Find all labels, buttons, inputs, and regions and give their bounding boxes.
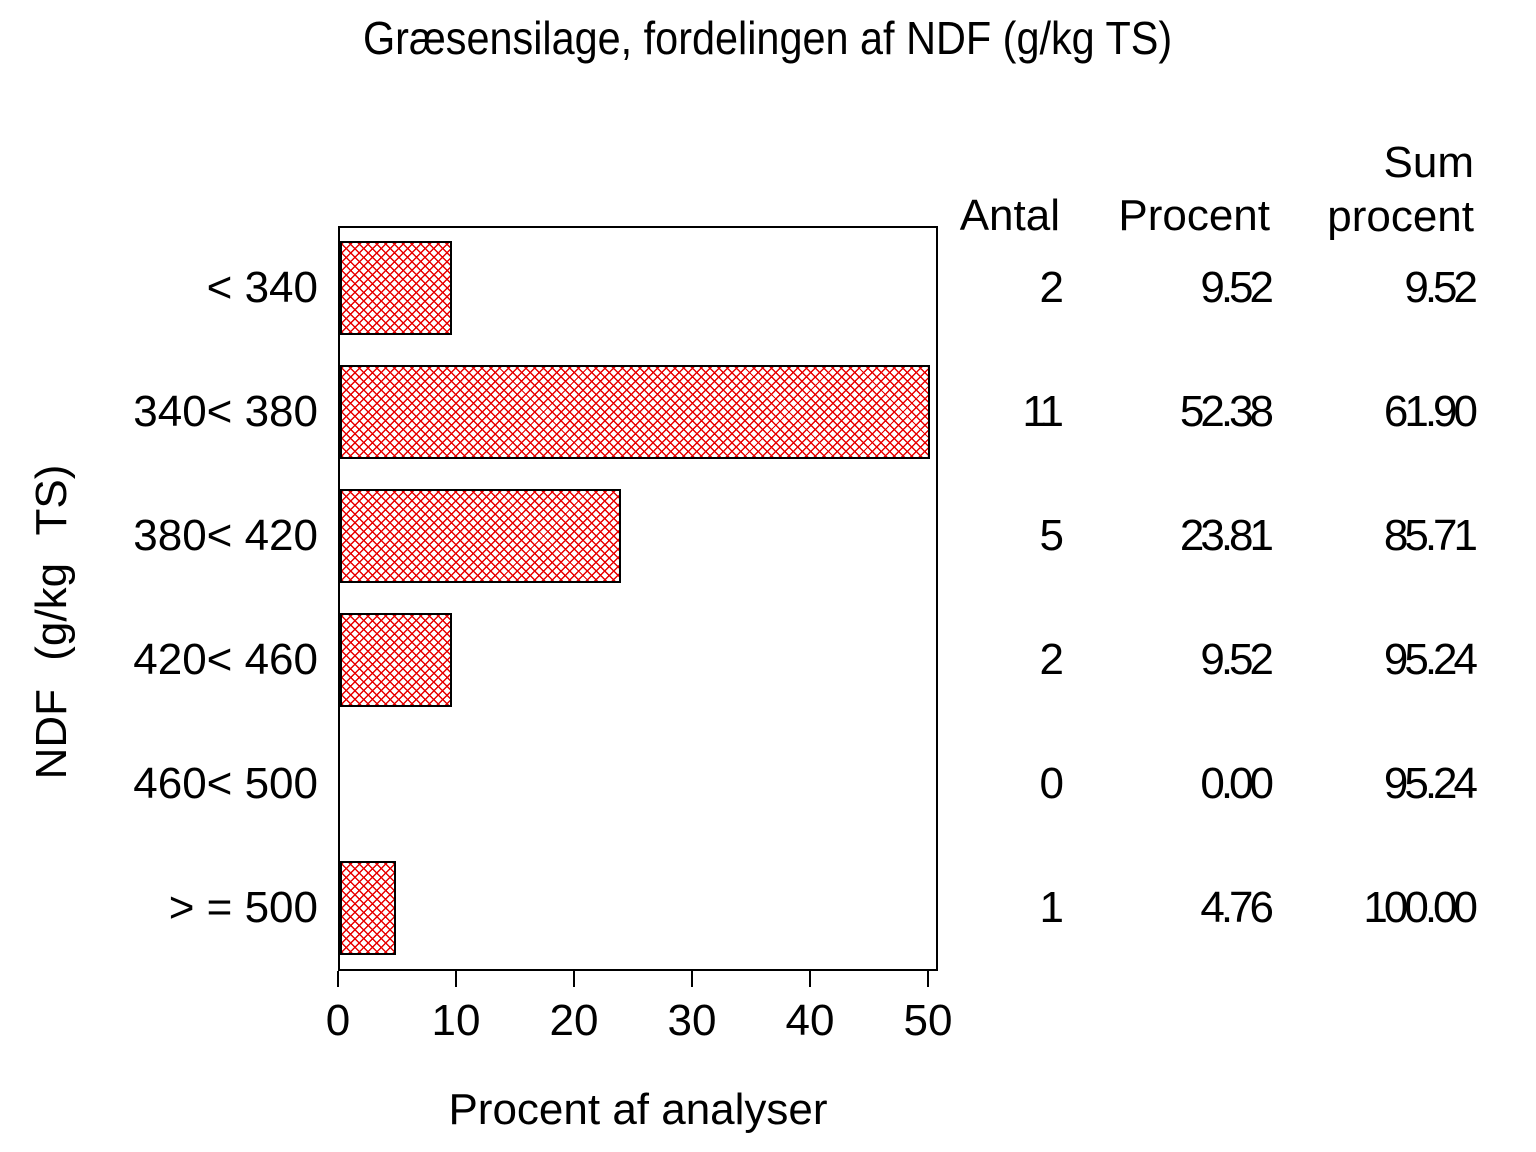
y-tick-label-4: 460< 500 (133, 759, 318, 808)
x-tick-5: 50 (868, 971, 988, 1047)
x-tick-0: 0 (278, 971, 398, 1047)
y-tick-label-2: 380< 420 (133, 511, 318, 560)
cell-procent-1: 52.38 (1179, 387, 1274, 436)
table-header-sum-line2: procent (1327, 192, 1474, 241)
tick-mark (691, 971, 693, 987)
cell-procent-2: 23.81 (1179, 511, 1274, 560)
bar-380-420 (340, 489, 621, 583)
cell-sum-5: 100.00 (1363, 883, 1478, 932)
tick-mark (573, 971, 575, 987)
cell-sum-3: 95.24 (1383, 635, 1478, 684)
cell-sum-2: 85.71 (1383, 511, 1478, 560)
x-tick-label: 40 (785, 996, 835, 1045)
cell-procent-3: 9.52 (1200, 635, 1274, 684)
x-tick-3: 30 (632, 971, 752, 1047)
y-tick-label-0: < 340 (206, 263, 318, 312)
bar-gte-500 (340, 861, 396, 955)
x-axis-title-text: Procent af analyser (448, 1085, 828, 1134)
cell-sum-1: 61.90 (1383, 387, 1478, 436)
plot-area (338, 226, 938, 971)
table-header-sum-procent: Sum procent (1254, 136, 1474, 244)
x-tick-label: 20 (549, 996, 599, 1045)
table-header-sum-line1: Sum (1383, 138, 1474, 187)
cell-antal-3: 2 (1039, 635, 1065, 684)
tick-mark (927, 971, 929, 987)
table-header-antal: Antal (959, 191, 1060, 240)
bar-420-460 (340, 613, 452, 707)
x-tick-2: 20 (514, 971, 634, 1047)
cell-antal-4: 0 (1039, 759, 1065, 808)
tick-mark (809, 971, 811, 987)
cell-antal-1: 11 (1022, 387, 1064, 436)
tick-mark (337, 971, 339, 987)
bar-lt-340 (340, 241, 452, 335)
cell-sum-4: 95.24 (1383, 759, 1478, 808)
x-tick-label: 30 (667, 996, 717, 1045)
bar-340-380 (340, 365, 930, 459)
y-tick-label-5: > = 500 (168, 883, 318, 932)
tick-mark (455, 971, 457, 987)
cell-antal-5: 1 (1039, 883, 1065, 932)
table-header-procent: Procent (1118, 191, 1270, 240)
x-tick-label: 50 (903, 996, 953, 1045)
x-axis-title: Procent af analyser (338, 1086, 938, 1134)
cell-antal-2: 5 (1039, 511, 1065, 560)
cell-procent-0: 9.52 (1200, 263, 1274, 312)
x-tick-4: 40 (750, 971, 870, 1047)
x-tick-1: 10 (396, 971, 516, 1047)
y-tick-label-1: 340< 380 (133, 387, 318, 436)
chart-title: Græsensilage, fordelingen af NDF (g/kg T… (0, 12, 1536, 64)
x-tick-label: 10 (431, 996, 481, 1045)
cell-antal-0: 2 (1039, 263, 1065, 312)
x-tick-label: 0 (325, 996, 351, 1045)
cell-procent-4: 0.00 (1200, 759, 1274, 808)
cell-sum-0: 9.52 (1404, 263, 1478, 312)
cell-procent-5: 4.76 (1200, 883, 1274, 932)
y-tick-label-3: 420< 460 (133, 635, 318, 684)
chart-title-text: Græsensilage, fordelingen af NDF (g/kg T… (363, 12, 1173, 64)
